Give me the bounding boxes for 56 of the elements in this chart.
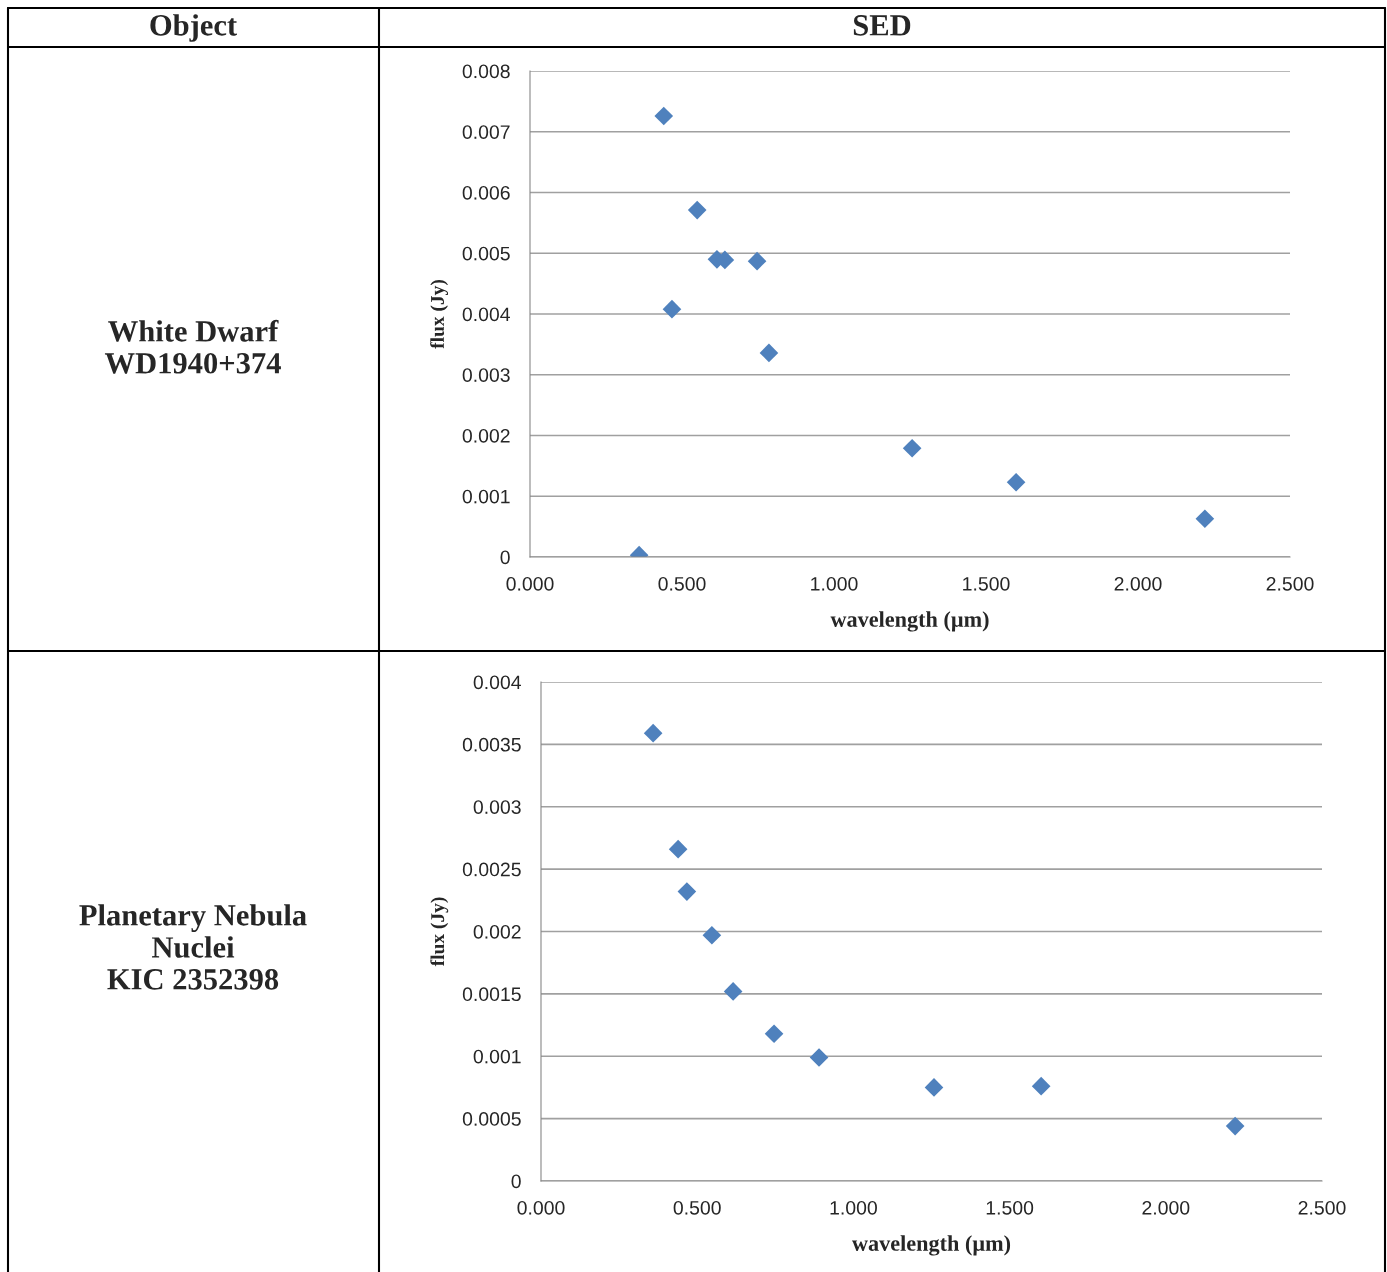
y-tick-label: 0.0005 [462, 1112, 521, 1126]
point [687, 200, 707, 220]
point [702, 925, 722, 945]
x-tick-label: 2.000 [1142, 1200, 1190, 1215]
x-tick-label: 0.000 [517, 1200, 565, 1215]
y-tick-label: 0.004 [462, 307, 510, 322]
point [668, 839, 688, 859]
point [723, 982, 743, 1001]
point [662, 299, 682, 319]
y-tick-label: 0.003 [473, 800, 521, 814]
y-tick-label: 0.005 [462, 246, 510, 261]
y-tick-label: 0.007 [462, 125, 510, 139]
point [1225, 1116, 1245, 1136]
point [643, 723, 663, 743]
y-tick-label: 0.002 [462, 428, 510, 443]
y-tick-label: 0.001 [473, 1049, 521, 1064]
y-axis-title: flux (Jy) [430, 280, 449, 349]
x-tick-label: 0.500 [673, 1200, 721, 1215]
y-tick-label: 0.0035 [462, 737, 521, 752]
y-tick-label: 0.003 [462, 368, 510, 382]
y-axis-title: flux (Jy) [430, 897, 449, 967]
x-tick-label: 2.500 [1298, 1200, 1346, 1215]
x-tick-label: 2.500 [1266, 576, 1314, 591]
x-tick-label: 1.500 [986, 1200, 1034, 1215]
y-tick-label: 0.002 [473, 924, 521, 939]
point [677, 882, 697, 901]
point [1031, 1076, 1051, 1096]
y-tick-label: 0.008 [462, 64, 510, 79]
text: White Dwarf WD1940+374 [104, 319, 281, 374]
point [924, 1078, 944, 1097]
point [759, 343, 779, 363]
point [809, 1048, 829, 1067]
x-tick-label: 1.000 [830, 1200, 877, 1215]
y-tick-label: 0.0015 [462, 987, 521, 1002]
point [902, 438, 922, 458]
y-tick-label: 0 [500, 550, 510, 565]
text: Planetary Nebula Nuclei KIC 2352398 [79, 904, 307, 990]
point [747, 251, 767, 271]
x-tick-label: 0.000 [506, 576, 554, 591]
x-tick-label: 0.500 [658, 576, 706, 591]
x-tick-label: 1.000 [811, 576, 858, 591]
x-tick-label: 1.500 [963, 576, 1010, 591]
text: SED [853, 15, 911, 36]
y-tick-label: 0.004 [473, 675, 521, 690]
text: Object [150, 14, 237, 42]
point [654, 106, 674, 126]
y-tick-label: 0 [511, 1174, 521, 1189]
y-tick-label: 0.001 [462, 489, 510, 504]
y-tick-label: 0.006 [462, 185, 510, 200]
x-tick-label: 2.000 [1114, 576, 1162, 591]
y-tick-label: 0.0025 [462, 862, 521, 877]
x-axis-title: wavelength (µm) [830, 611, 989, 632]
point [1195, 509, 1215, 529]
point [764, 1024, 784, 1044]
point [1006, 472, 1026, 492]
x-axis-title: wavelength (µm) [852, 1235, 1011, 1256]
